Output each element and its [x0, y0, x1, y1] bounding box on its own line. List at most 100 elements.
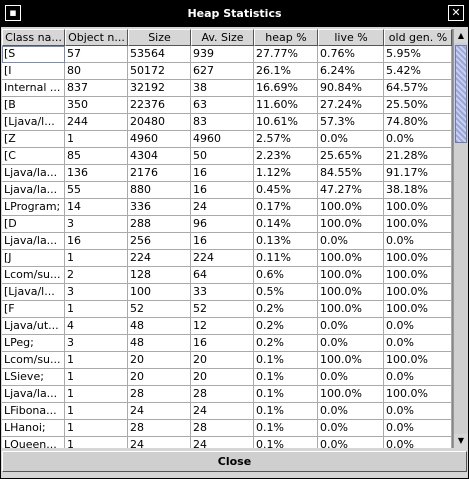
window-menu-icon[interactable]: ▪ — [5, 5, 21, 21]
table-cell: 0.1% — [254, 420, 318, 437]
column-header[interactable]: Class na... — [2, 29, 65, 46]
table-cell: 16 — [65, 233, 128, 250]
table-row[interactable]: [Z 1 4960 4960 2.57% 0.0% 0.0% — [2, 131, 452, 148]
table-cell: 25.65% — [318, 148, 384, 165]
table-cell: LPeg; — [2, 335, 65, 352]
table-cell: Ljava/ut... — [2, 318, 65, 335]
table-row[interactable]: [C 85 4304 50 2.23% 25.65% 21.28% — [2, 148, 452, 165]
table-cell: 0.1% — [254, 386, 318, 403]
table-cell: 38 — [191, 80, 254, 97]
table-row[interactable]: Lcom/su... 1 20 20 0.1% 100.0% 100.0% — [2, 352, 452, 369]
table-cell: 100.0% — [318, 250, 384, 267]
table-row[interactable]: [D 3 288 96 0.14% 100.0% 100.0% — [2, 216, 452, 233]
table-cell: 1 — [65, 250, 128, 267]
table-cell: LQueen... — [2, 437, 65, 448]
close-button[interactable]: Close — [2, 451, 467, 472]
table-cell: 48 — [128, 335, 191, 352]
table-cell: 52 — [128, 301, 191, 318]
table-cell: 0.2% — [254, 318, 318, 335]
table-cell: 336 — [128, 199, 191, 216]
table-cell: 0.2% — [254, 335, 318, 352]
table-cell: 1 — [65, 369, 128, 386]
table-cell: 28 — [128, 420, 191, 437]
column-header[interactable]: heap % — [254, 29, 318, 46]
table-cell: 11.60% — [254, 97, 318, 114]
vertical-scrollbar[interactable]: ▲ ▼ — [453, 29, 468, 448]
table-cell: 100.0% — [384, 267, 452, 284]
window-close-icon[interactable]: ✕ — [448, 5, 464, 21]
table-cell: [Ljava/l... — [2, 114, 65, 131]
column-header[interactable]: Size — [128, 29, 191, 46]
table-body: [S 57 53564 939 27.77% 0.76% 5.95% [I 80 50172 627… — [2, 46, 452, 448]
table-cell: 1 — [65, 386, 128, 403]
table-row[interactable]: Lcom/su... 2 128 64 0.6% 100.0% 100.0% — [2, 267, 452, 284]
table-cell: 627 — [191, 63, 254, 80]
table-cell: [Z — [2, 131, 65, 148]
table-cell: 256 — [128, 233, 191, 250]
table-row[interactable]: Ljava/ut... 4 48 12 0.2% 0.0% 0.0% — [2, 318, 452, 335]
table-cell: 63 — [191, 97, 254, 114]
table-cell: 4 — [65, 318, 128, 335]
table-row[interactable]: Ljava/la... 55 880 16 0.45% 47.27% 38.18% — [2, 182, 452, 199]
table-cell: 10.61% — [254, 114, 318, 131]
table-row[interactable]: [J 1 224 224 0.11% 100.0% 100.0% — [2, 250, 452, 267]
table-cell: 1 — [65, 437, 128, 448]
table-cell: 0.11% — [254, 250, 318, 267]
table-cell: 136 — [65, 165, 128, 182]
table-cell: 0.0% — [318, 369, 384, 386]
table-cell: [C — [2, 148, 65, 165]
table-cell: 26.1% — [254, 63, 318, 80]
table-cell: Internal ... — [2, 80, 65, 97]
table-cell: 16 — [191, 165, 254, 182]
table-cell: 0.1% — [254, 352, 318, 369]
title-bar[interactable]: ▪ Heap Statistics ✕ — [1, 1, 468, 27]
table-row[interactable]: LHanoi; 1 28 28 0.1% 0.0% 0.0% — [2, 420, 452, 437]
table-row[interactable]: Internal ... 837 32192 38 16.69% 90.84% 64.57% — [2, 80, 452, 97]
table-cell: Ljava/la... — [2, 165, 65, 182]
table-cell: [I — [2, 63, 65, 80]
column-header[interactable]: Object n... — [65, 29, 128, 46]
table-cell: 2.23% — [254, 148, 318, 165]
table-cell: 48 — [128, 318, 191, 335]
table-row[interactable]: Ljava/la... 16 256 16 0.13% 0.0% 0.0% — [2, 233, 452, 250]
table-cell: 0.1% — [254, 437, 318, 448]
table-cell: 83 — [191, 114, 254, 131]
table-cell: 28 — [191, 420, 254, 437]
table-cell: 27.24% — [318, 97, 384, 114]
table-cell: 20 — [191, 352, 254, 369]
table-cell: 64 — [191, 267, 254, 284]
table-row[interactable]: [F 1 52 52 0.2% 100.0% 100.0% — [2, 301, 452, 318]
table-cell: 24 — [191, 403, 254, 420]
table-row[interactable]: [I 80 50172 627 26.1% 6.24% 5.42% — [2, 63, 452, 80]
arrow-down-icon[interactable]: ▼ — [454, 434, 468, 448]
table-cell: 0.0% — [318, 335, 384, 352]
table-row[interactable]: LProgram; 14 336 24 0.17% 100.0% 100.0% — [2, 199, 452, 216]
column-header[interactable]: old gen. % — [384, 29, 452, 46]
table-row[interactable]: LQueen... 1 24 24 0.1% 0.0% 0.0% — [2, 437, 452, 448]
table-row[interactable]: [B 350 22376 63 11.60% 27.24% 25.50% — [2, 97, 452, 114]
table-cell: 20 — [191, 369, 254, 386]
arrow-up-icon[interactable]: ▲ — [454, 29, 468, 43]
column-header[interactable]: live % — [318, 29, 384, 46]
scrollbar-thumb[interactable] — [455, 45, 467, 143]
table-row[interactable]: [S 57 53564 939 27.77% 0.76% 5.95% — [2, 46, 452, 63]
table-row[interactable]: Ljava/la... 1 28 28 0.1% 100.0% 100.0% — [2, 386, 452, 403]
table-cell: 50172 — [128, 63, 191, 80]
table-row[interactable]: LFibona... 1 24 24 0.1% 0.0% 0.0% — [2, 403, 452, 420]
table-cell: 1.12% — [254, 165, 318, 182]
table-cell: 1 — [65, 420, 128, 437]
table-cell: 4960 — [191, 131, 254, 148]
table-cell: 2 — [65, 267, 128, 284]
table-cell: 939 — [191, 46, 254, 63]
table-row[interactable]: LPeg; 3 48 16 0.2% 0.0% 0.0% — [2, 335, 452, 352]
table-cell: 80 — [65, 63, 128, 80]
column-header[interactable]: Av. Size — [191, 29, 254, 46]
table-cell: 24 — [191, 437, 254, 448]
table-cell: 2.57% — [254, 131, 318, 148]
table-row[interactable]: LSieve; 1 20 20 0.1% 0.0% 0.0% — [2, 369, 452, 386]
table-row[interactable]: [Ljava/l... 244 20480 83 10.61% 57.3% 74.80% — [2, 114, 452, 131]
table-row[interactable]: Ljava/la... 136 2176 16 1.12% 84.55% 91.17% — [2, 165, 452, 182]
heap-table: Class na... Object n... Size Av. Size heap %… — [2, 29, 453, 448]
table-cell: 0.0% — [384, 131, 452, 148]
table-row[interactable]: [Ljava/l... 3 100 33 0.5% 100.0% 100.0% — [2, 284, 452, 301]
